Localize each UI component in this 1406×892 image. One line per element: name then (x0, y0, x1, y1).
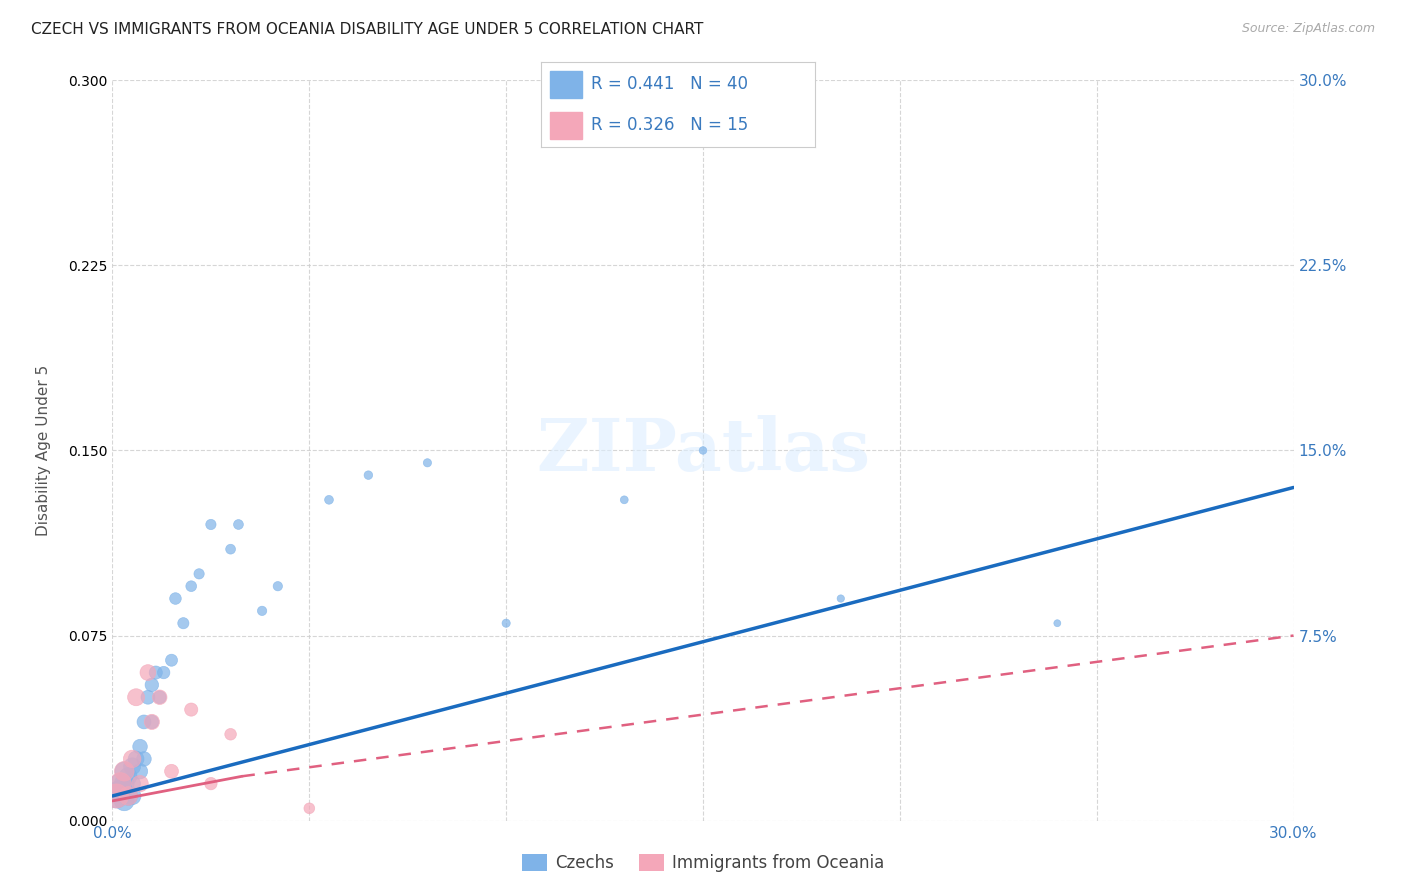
Point (200, 517, 222, 532)
Point (219, 727, 242, 741)
Point (188, 566, 211, 581)
Point (129, 776, 152, 791)
Y-axis label: Disability Age Under 5: Disability Age Under 5 (37, 365, 52, 536)
Point (141, 714, 163, 729)
Point (152, 665, 174, 680)
Point (132, 752, 155, 766)
Point (112, 764, 135, 779)
Point (110, 776, 132, 791)
Point (105, 789, 128, 803)
Point (141, 678, 163, 692)
Point (172, 616, 194, 631)
Point (121, 759, 143, 773)
Point (318, 492, 340, 507)
Point (228, 517, 250, 532)
Point (112, 764, 135, 779)
Point (149, 690, 172, 705)
Point (165, 591, 187, 606)
Text: ZIPatlas: ZIPatlas (536, 415, 870, 486)
Text: Source: ZipAtlas.com: Source: ZipAtlas.com (1241, 22, 1375, 36)
Text: CZECH VS IMMIGRANTS FROM OCEANIA DISABILITY AGE UNDER 5 CORRELATION CHART: CZECH VS IMMIGRANTS FROM OCEANIA DISABIL… (31, 22, 703, 37)
Point (112, 776, 135, 791)
Point (105, 789, 128, 803)
Point (125, 690, 148, 705)
Legend: Czechs, Immigrants from Oceania: Czechs, Immigrants from Oceania (515, 847, 891, 879)
Point (145, 665, 167, 680)
Point (117, 789, 139, 803)
Point (692, 443, 714, 458)
Point (117, 769, 139, 783)
Point (110, 784, 132, 798)
Point (112, 794, 135, 808)
Bar (550, 112, 582, 139)
Point (129, 739, 152, 754)
Point (613, 492, 636, 507)
Point (219, 542, 242, 557)
Point (121, 789, 143, 803)
Point (141, 714, 163, 729)
Point (180, 579, 202, 593)
Point (136, 665, 159, 680)
Point (160, 764, 183, 779)
Point (495, 616, 517, 631)
Text: R = 0.441   N = 40: R = 0.441 N = 40 (591, 76, 748, 94)
Point (132, 714, 155, 729)
Bar (550, 71, 582, 98)
Point (298, 801, 321, 815)
Point (129, 764, 152, 779)
Point (180, 703, 202, 717)
Point (200, 776, 222, 791)
Point (357, 468, 380, 483)
Point (110, 776, 132, 791)
Point (160, 653, 183, 667)
Point (136, 690, 159, 705)
Point (121, 776, 143, 791)
Point (267, 579, 290, 593)
Point (416, 456, 439, 470)
Text: R = 0.326   N = 15: R = 0.326 N = 15 (591, 116, 748, 134)
Point (149, 690, 172, 705)
Point (125, 752, 148, 766)
Point (830, 591, 852, 606)
Point (121, 752, 143, 766)
Point (250, 604, 273, 618)
Point (117, 789, 139, 803)
Point (1046, 616, 1069, 631)
